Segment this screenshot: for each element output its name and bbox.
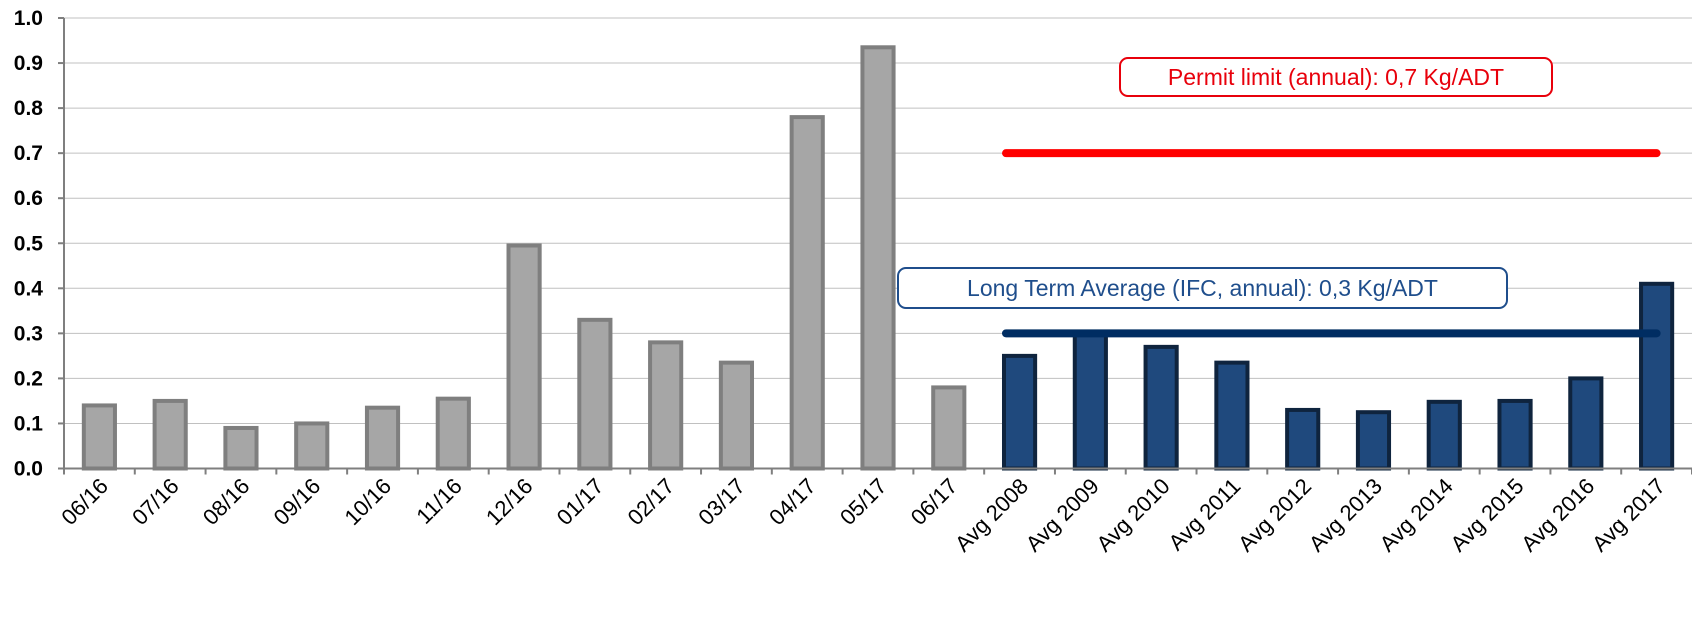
x-tick-label: 01/17: [552, 473, 609, 530]
y-tick-label: 0.5: [14, 232, 44, 255]
bar: [577, 317, 613, 471]
callout-label: Permit limit (annual): 0,7 Kg/ADT: [1168, 64, 1504, 90]
y-tick-label: 0.8: [14, 97, 44, 120]
bar: [1639, 281, 1675, 471]
bar: [1143, 344, 1179, 471]
x-tick-label: Avg 2015: [1445, 473, 1528, 556]
reference-lines: [1001, 149, 1661, 338]
bar: [931, 385, 967, 471]
x-tick-label: 11/16: [411, 473, 466, 528]
y-tick-label: 0.4: [14, 277, 44, 300]
bar: [648, 340, 684, 471]
callout-box: [1119, 57, 1553, 97]
callout-label: Long Term Average (IFC, annual): 0,3 Kg/…: [967, 275, 1438, 301]
bars: [81, 45, 1675, 471]
x-tick-label: Avg 2013: [1304, 473, 1387, 556]
bar: [1001, 353, 1038, 471]
y-tick-label: 1.0: [14, 7, 43, 30]
bar: [860, 45, 896, 471]
x-tick-label: Avg 2010: [1092, 473, 1175, 556]
bar: [435, 396, 471, 471]
bar: [294, 421, 330, 471]
x-tick-label: Avg 2012: [1233, 473, 1316, 556]
bar: [1426, 399, 1462, 471]
bar: [1214, 360, 1250, 471]
x-tick-label: 09/16: [269, 473, 326, 530]
y-tick-label: 0.0: [14, 458, 43, 481]
x-tick-label: Avg 2011: [1163, 473, 1245, 555]
x-tick-label: 08/16: [198, 473, 255, 530]
x-tick-label: Avg 2009: [1021, 473, 1104, 556]
bar: [1355, 410, 1392, 471]
x-tick-label: 03/17: [693, 473, 750, 530]
callout-box: [897, 267, 1508, 309]
y-tick-label: 0.2: [14, 367, 43, 390]
bar: [506, 243, 542, 471]
y-tick-label: 0.9: [14, 52, 43, 75]
x-tick-label: 05/17: [835, 473, 892, 530]
x-tick-label: 06/17: [906, 473, 963, 530]
bar: [789, 115, 825, 471]
y-tick-label: 0.6: [14, 187, 43, 210]
x-tick-label: Avg 2017: [1587, 473, 1670, 556]
x-tick-label: 12/16: [481, 473, 538, 530]
bar: [1285, 407, 1321, 471]
y-tick-label: 0.7: [14, 142, 43, 165]
bar: [1497, 398, 1533, 471]
bar: [718, 360, 755, 471]
bar: [223, 425, 259, 471]
bar: [1568, 376, 1604, 471]
y-tick-label: 0.3: [14, 322, 43, 345]
x-tick-label: 02/17: [623, 473, 680, 530]
x-tick-label: 07/16: [127, 473, 184, 530]
bar: [1072, 331, 1108, 471]
bar: [81, 403, 117, 471]
x-tick-label: Avg 2014: [1375, 473, 1458, 556]
x-tick-label: 04/17: [764, 473, 821, 530]
x-tick-label: Avg 2016: [1516, 473, 1599, 556]
callouts: Permit limit (annual): 0,7 Kg/ADT Long Te…: [897, 57, 1553, 309]
bar: [364, 405, 401, 471]
x-tick-label: Avg 2008: [950, 473, 1033, 556]
bar: [152, 398, 188, 471]
y-tick-label: 0.1: [14, 412, 44, 435]
x-tick-label: 06/16: [56, 473, 113, 530]
x-tick-label: 10/16: [339, 473, 396, 530]
